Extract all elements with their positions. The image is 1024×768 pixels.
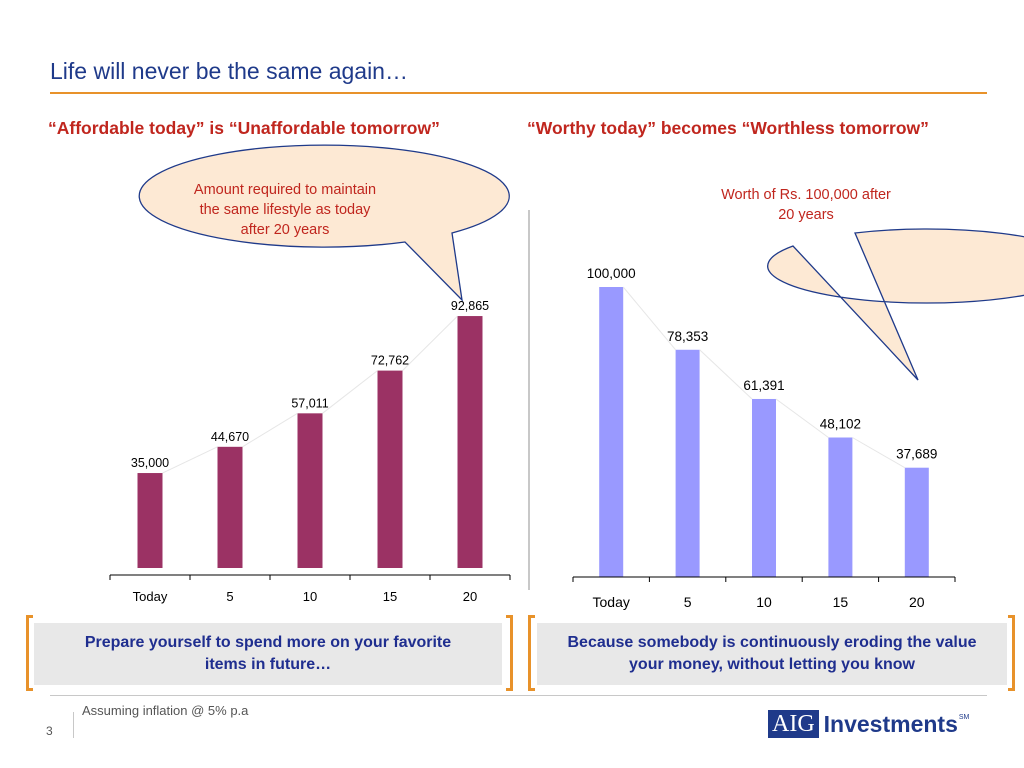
right-chart-tick-label: Today <box>593 594 630 610</box>
title-rule <box>50 92 987 94</box>
aig-investments-logo: AIG Investments SM <box>768 710 969 738</box>
right-chart-bar <box>828 437 853 577</box>
right-callout-close-bracket <box>1008 615 1015 691</box>
right-chart-trend-line <box>852 437 906 469</box>
left-chart-data-label: 92,865 <box>451 299 489 313</box>
left-chart-data-label: 57,011 <box>291 396 328 410</box>
right-bubble-text: Worth of Rs. 100,000 after 20 years <box>721 187 891 223</box>
left-chart-trend-line <box>162 446 218 474</box>
right-callout-open-bracket <box>528 615 535 691</box>
left-callout-close-bracket <box>506 615 513 691</box>
right-chart-tick-label: 15 <box>833 594 849 610</box>
left-chart-tick-label: 10 <box>303 589 317 604</box>
left-chart-bar <box>297 413 323 568</box>
right-chart-tick-label: 10 <box>756 594 772 610</box>
left-chart-bar <box>457 316 483 568</box>
right-heading: “Worthy today” becomes “Worthless tomorr… <box>527 118 929 138</box>
right-chart-trend-line <box>622 286 676 351</box>
right-chart-bar <box>675 349 700 577</box>
slide-title: Life will never be the same again… <box>50 58 408 84</box>
right-chart-tick-label: 5 <box>684 594 692 610</box>
left-callout: Prepare yourself to spend more on your f… <box>34 623 502 685</box>
left-chart-trend-line <box>322 370 378 414</box>
left-chart-tick-label: Today <box>133 589 168 604</box>
right-chart-bar <box>904 467 929 577</box>
left-chart-trend-line <box>242 412 298 448</box>
right-chart-bar <box>752 398 776 577</box>
logo-brand-word: Investments <box>823 710 958 737</box>
left-chart-data-label: 72,762 <box>371 354 409 368</box>
left-heading: “Affordable today” is “Unaffordable tomo… <box>48 118 440 138</box>
right-chart-trend-line <box>775 398 829 438</box>
right-chart-bar <box>599 287 624 577</box>
footnote: Assuming inflation @ 5% p.a <box>82 703 249 718</box>
logo-brand-box: AIG <box>768 710 819 738</box>
footer-separator <box>73 712 74 738</box>
left-chart-bar <box>217 446 243 568</box>
right-chart-data-label: 78,353 <box>667 329 708 344</box>
left-chart-bar <box>377 370 403 568</box>
logo-trademark: SM <box>958 714 970 721</box>
page-number: 3 <box>46 724 53 738</box>
right-speech-bubble <box>767 228 1024 381</box>
left-chart-trend-line <box>402 315 458 371</box>
left-chart-bar <box>137 473 163 568</box>
left-callout-open-bracket <box>26 615 33 691</box>
right-chart-data-label: 61,391 <box>743 378 784 393</box>
right-chart-data-label: 100,000 <box>587 266 636 281</box>
left-chart-tick-label: 15 <box>383 589 397 604</box>
left-speech-bubble <box>138 144 510 302</box>
right-chart-data-label: 37,689 <box>896 447 937 462</box>
footer-rule <box>50 695 987 696</box>
right-chart-data-label: 48,102 <box>820 417 861 432</box>
left-chart-tick-label: 5 <box>226 589 233 604</box>
right-chart-tick-label: 20 <box>909 594 925 610</box>
left-chart-data-label: 44,670 <box>211 430 249 444</box>
left-chart-data-label: 35,000 <box>131 456 169 470</box>
panel-divider <box>528 210 530 590</box>
right-chart-trend-line <box>699 349 753 400</box>
right-callout: Because somebody is continuously eroding… <box>537 623 1007 685</box>
left-chart-tick-label: 20 <box>463 589 477 604</box>
left-bubble-text: Amount required to maintain the same lif… <box>193 182 377 238</box>
